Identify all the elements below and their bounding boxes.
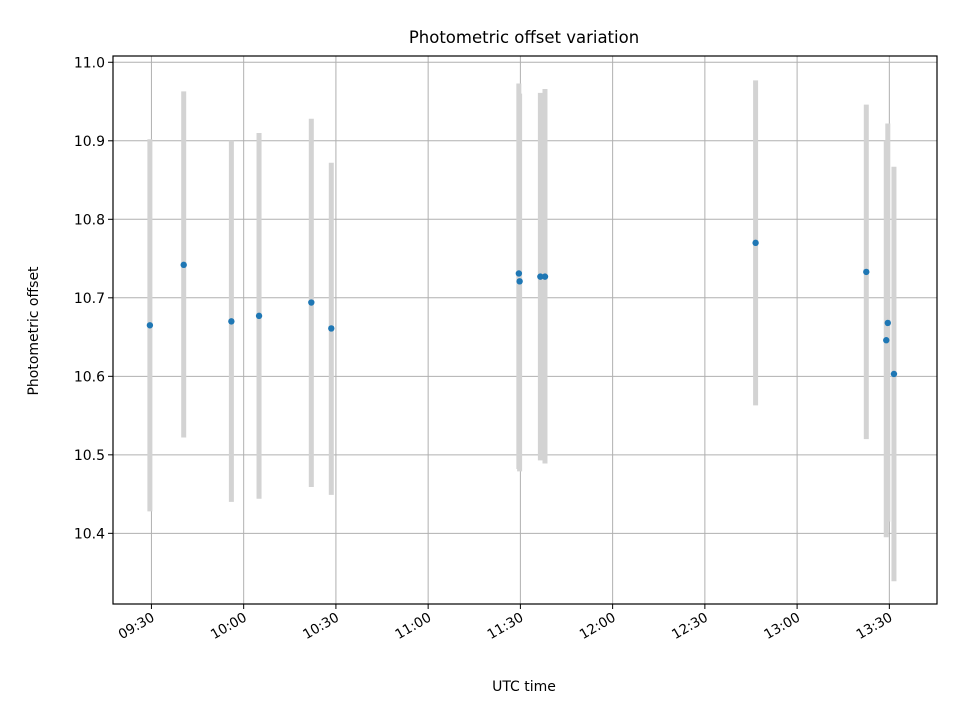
x-axis-label: UTC time [492,679,556,695]
data-point [890,370,898,378]
data-point [255,312,263,320]
data-point [541,273,549,280]
data-point [537,273,544,280]
y-tick-label: 10.4 [74,526,105,542]
data-point [884,319,892,327]
y-axis-label: Photometric offset [26,266,42,396]
data-point [180,261,187,269]
data-point [752,239,759,247]
data-point [328,325,335,332]
y-tick-label: 11.0 [74,55,105,71]
y-tick-label: 10.8 [74,212,105,228]
y-tick-label: 10.5 [74,448,105,464]
plot-area [112,55,938,605]
y-tick-label: 10.9 [74,134,105,150]
y-tick-label: 10.7 [74,291,105,307]
data-point [516,278,523,285]
y-tick-label: 10.6 [74,369,105,385]
data-point [228,318,235,325]
data-point [883,337,890,344]
y-axis: 10.4 10.5 10.6 10.7 10.8 10.9 11.0 [74,55,113,542]
data-point [863,268,870,276]
data-point [308,299,315,306]
data-point [146,322,154,329]
data-point [515,270,523,277]
chart-title: Photometric offset variation [409,28,639,47]
data-points [146,239,898,378]
